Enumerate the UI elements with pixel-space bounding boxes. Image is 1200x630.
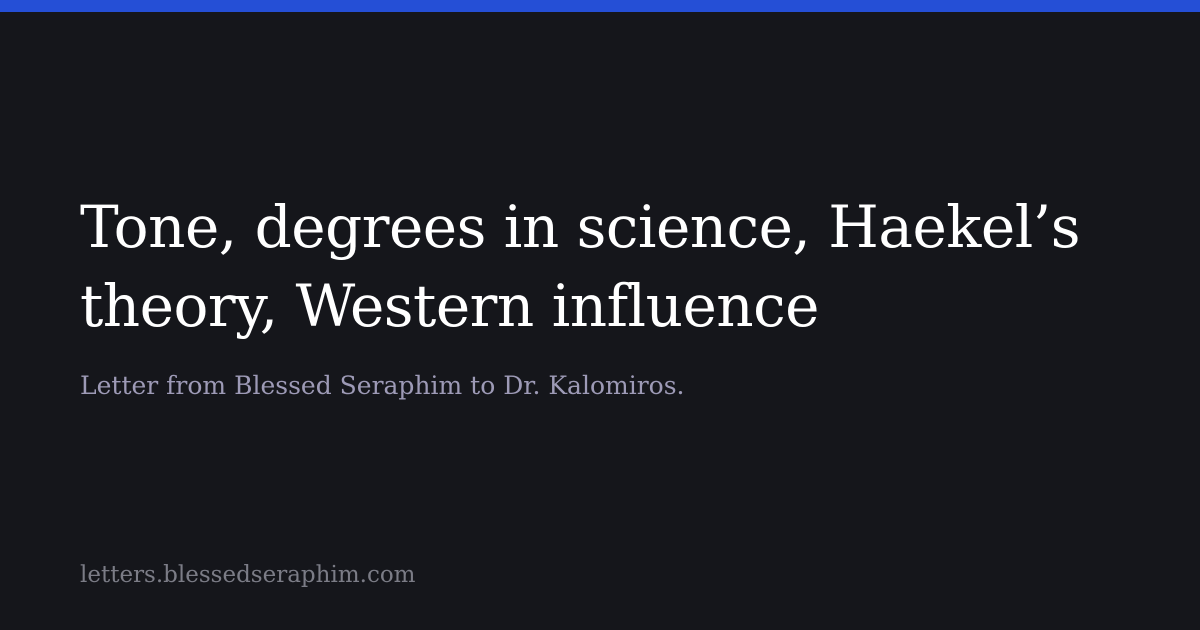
site-domain: letters.blessedseraphim.com [80,562,416,588]
top-accent-bar [0,0,1200,12]
page-title: Tone, degrees in science, Haekel’s theor… [80,193,1081,340]
page-subtitle: Letter from Blessed Seraphim to Dr. Kalo… [80,371,685,400]
